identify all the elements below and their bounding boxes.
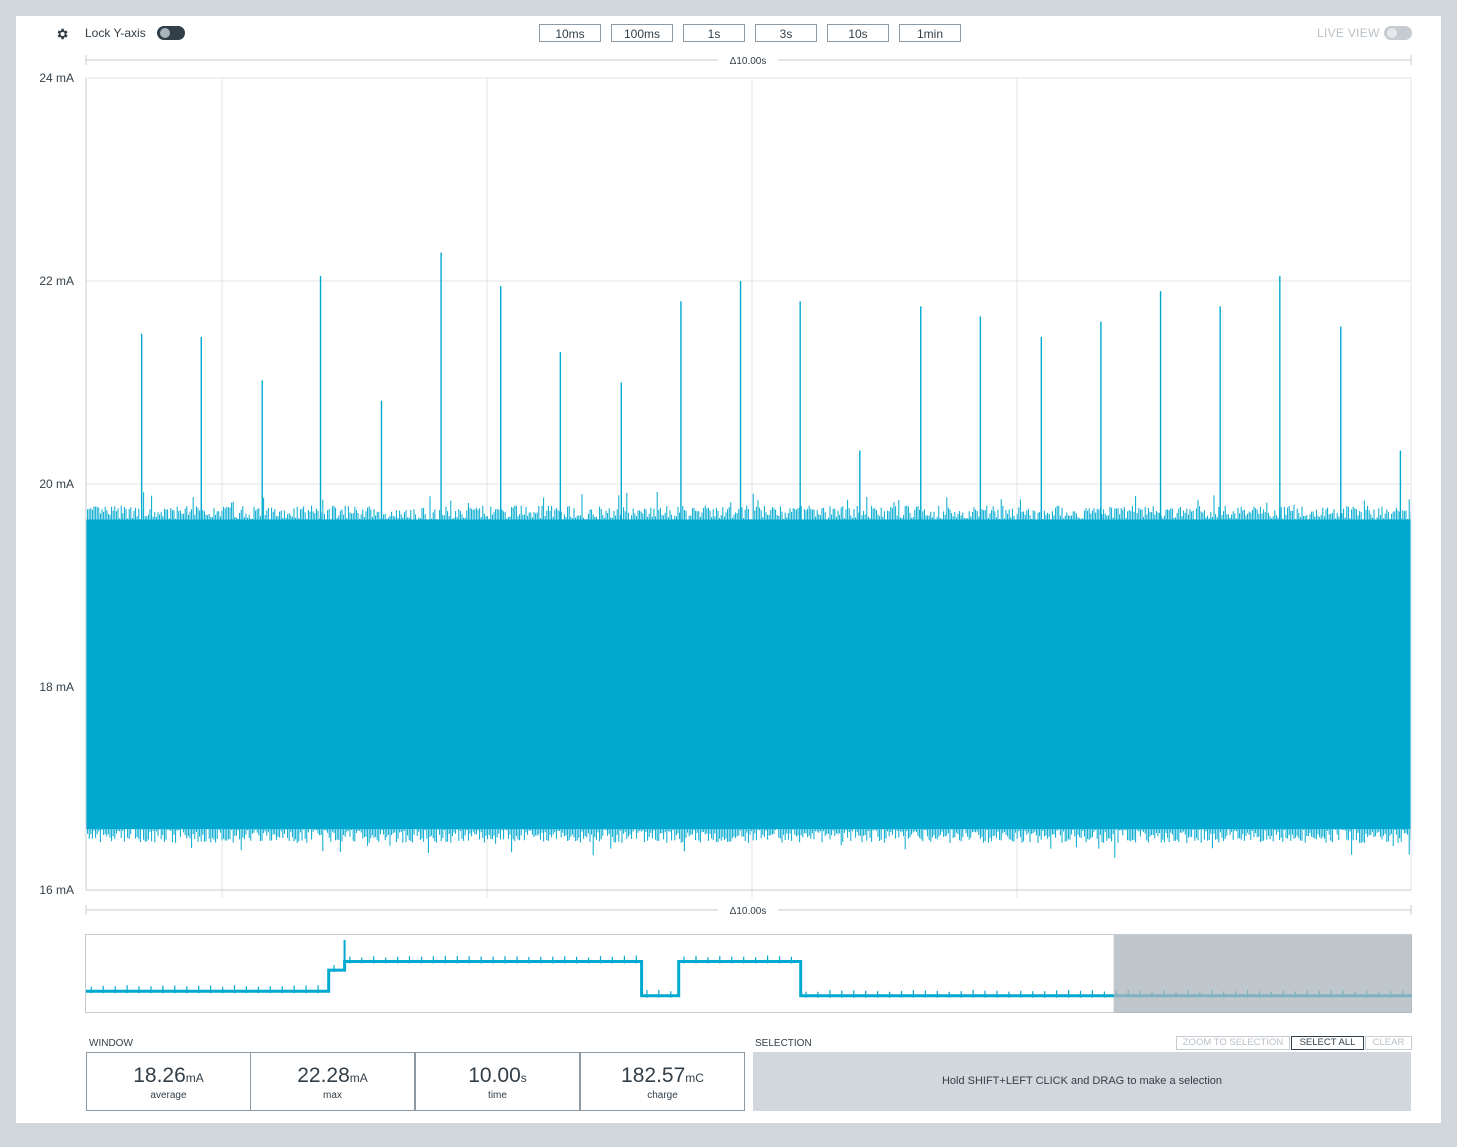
select-all-button[interactable]: SELECT ALL xyxy=(1291,1036,1364,1050)
selection-section-label: SELECTION xyxy=(755,1038,812,1049)
zoom-to-selection-button[interactable]: ZOOM TO SELECTION xyxy=(1176,1036,1290,1050)
stat-label: time xyxy=(488,1090,507,1101)
toggle-knob xyxy=(1387,28,1397,38)
stat-unit: mA xyxy=(185,1071,204,1085)
stat-value: 22.28 xyxy=(297,1064,350,1087)
stat-value: 18.26 xyxy=(133,1064,186,1087)
stat-label: charge xyxy=(647,1090,678,1101)
band-upper-noise xyxy=(85,491,1412,522)
stat-max: 22.28mA max xyxy=(250,1052,415,1111)
stat-unit: mC xyxy=(685,1071,704,1085)
window-10ms-button[interactable]: 10ms xyxy=(539,24,601,42)
current-band xyxy=(86,519,1411,830)
gear-icon[interactable] xyxy=(55,27,69,41)
chart-axes: 16 mA 18 mA 20 mA 22 mA 24 mA Δ10.00s Δ10.00s xyxy=(39,55,1412,917)
delta-top-label: Δ10.00s xyxy=(730,56,767,67)
band-lower-noise xyxy=(85,827,1412,858)
chart-series xyxy=(85,252,1412,858)
y-tick-label: 16 mA xyxy=(39,883,74,897)
stat-charge: 182.57mC charge xyxy=(580,1052,745,1111)
stat-unit: mA xyxy=(349,1071,368,1085)
stat-value: 182.57 xyxy=(621,1064,686,1087)
window-1s-button[interactable]: 1s xyxy=(683,24,745,42)
stat-value: 10.00 xyxy=(468,1064,521,1087)
clear-selection-button[interactable]: CLEAR xyxy=(1365,1036,1412,1050)
stat-unit: s xyxy=(520,1071,527,1085)
stat-average: 18.26mA average xyxy=(86,1052,251,1111)
lock-y-axis-label: Lock Y-axis xyxy=(85,26,146,40)
y-tick-label: 20 mA xyxy=(39,477,74,491)
minimap-trace xyxy=(86,960,1412,998)
toggle-knob xyxy=(160,28,170,38)
y-tick-label: 18 mA xyxy=(39,680,74,694)
stat-label: average xyxy=(150,1090,187,1101)
window-10s-button[interactable]: 10s xyxy=(827,24,889,42)
lock-y-axis-toggle[interactable] xyxy=(157,26,185,40)
y-tick-label: 24 mA xyxy=(39,71,74,85)
stat-label: max xyxy=(323,1090,342,1101)
y-tick-label: 22 mA xyxy=(39,274,74,288)
timeline-minimap[interactable] xyxy=(85,934,1413,1014)
delta-bottom-label: Δ10.00s xyxy=(730,906,767,917)
window-section-label: WINDOW xyxy=(89,1038,133,1049)
current-chart[interactable]: 16 mA 18 mA 20 mA 22 mA 24 mA Δ10.00s Δ10.00s xyxy=(16,52,1441,922)
power-profiler-panel: Lock Y-axis 10ms 100ms 1s 3s 10s 1min LI… xyxy=(16,16,1441,1123)
live-view-toggle[interactable] xyxy=(1384,26,1412,40)
window-1min-button[interactable]: 1min xyxy=(899,24,961,42)
selection-hint-area[interactable]: Hold SHIFT+LEFT CLICK and DRAG to make a… xyxy=(753,1052,1411,1111)
minimap-window-handle[interactable] xyxy=(1113,935,1412,1013)
window-3s-button[interactable]: 3s xyxy=(755,24,817,42)
window-100ms-button[interactable]: 100ms xyxy=(611,24,673,42)
live-view-label: LIVE VIEW xyxy=(1317,26,1380,40)
stat-time: 10.00s time xyxy=(415,1052,580,1111)
